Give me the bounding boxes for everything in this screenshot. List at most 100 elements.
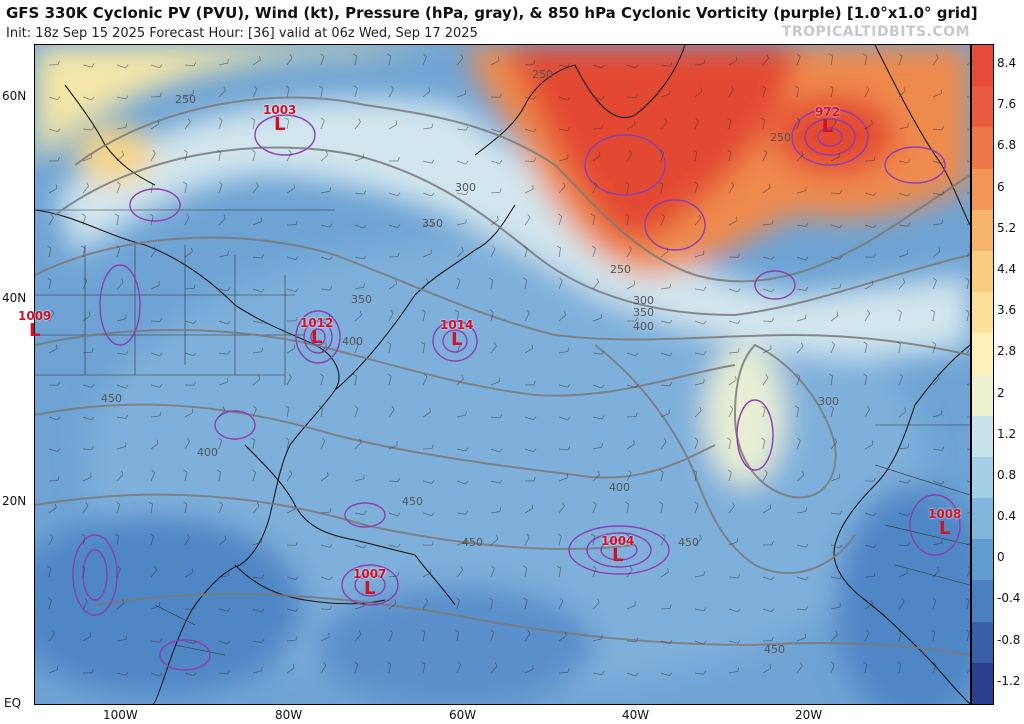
- wind-barb: [184, 640, 194, 645]
- wind-barb: [184, 64, 195, 67]
- wind-barb-flag: [969, 341, 970, 344]
- colorbar-label: 6: [997, 179, 1005, 194]
- wind-barb: [320, 376, 324, 386]
- wind-barb: [456, 569, 464, 578]
- low-pressure-value: 1008: [928, 507, 962, 521]
- wind-barb-flag: [499, 93, 502, 98]
- wind-barb: [524, 633, 531, 642]
- wind-barb-flag: [662, 533, 666, 538]
- wind-barb-flag: [829, 85, 834, 89]
- wind-barb: [592, 184, 598, 194]
- wind-barb: [82, 635, 91, 642]
- wind-barb-flag: [699, 534, 702, 539]
- wind-barb: [320, 576, 330, 581]
- colorbar-label: 4.4: [997, 261, 1017, 276]
- wind-barb-flag: [567, 668, 570, 673]
- wind-barb-flag: [149, 213, 154, 217]
- wind-barb-flag: [968, 245, 970, 248]
- wind-barb-flag: [358, 118, 361, 123]
- wind-barb: [592, 281, 600, 290]
- wind-barb-flag: [148, 501, 153, 505]
- wind-barb: [932, 250, 941, 258]
- wind-barb: [694, 382, 704, 386]
- wind-barb: [456, 250, 464, 258]
- wind-barb: [320, 636, 330, 642]
- wind-barb: [388, 544, 398, 548]
- wind-barb-flag: [86, 182, 89, 187]
- wind-barb-flag: [694, 501, 699, 505]
- wind-barb: [150, 216, 154, 226]
- wind-barb-flag: [285, 437, 290, 441]
- wind-barb: [966, 280, 970, 290]
- wind-barb-flag: [154, 566, 158, 571]
- wind-barb: [898, 544, 909, 547]
- wind-barb: [218, 504, 223, 514]
- wind-barb-flag: [628, 245, 632, 250]
- wind-barb-flag: [57, 448, 61, 452]
- wind-barb-flag: [494, 662, 498, 667]
- wind-barb-flag: [292, 663, 295, 668]
- wind-barb: [830, 224, 840, 229]
- wind-barb-flag: [431, 123, 434, 128]
- wind-barb: [728, 288, 738, 293]
- wind-barb-flag: [47, 565, 51, 569]
- wind-barb-flag: [329, 286, 333, 291]
- wind-barb-flag: [321, 117, 325, 121]
- wind-barb: [116, 352, 126, 355]
- wind-barb-flag: [805, 256, 809, 261]
- wind-barb-flag: [391, 406, 395, 410]
- wind-barbs: [47, 53, 970, 677]
- wind-barb-flag: [764, 469, 768, 474]
- wind-barb-flag: [363, 544, 367, 549]
- colorbar-segment: [972, 250, 993, 293]
- wind-barb: [898, 572, 908, 578]
- wind-barb: [524, 63, 534, 66]
- wind-barb-flag: [660, 149, 664, 153]
- wind-barb: [524, 668, 534, 674]
- wind-barb: [456, 448, 466, 452]
- wind-barb: [150, 184, 154, 194]
- wind-barb: [82, 315, 91, 322]
- wind-barb-flag: [389, 629, 393, 634]
- wind-barb-flag: [567, 62, 571, 67]
- wind-barb-flag: [183, 501, 188, 505]
- colorbar-label: 3.6: [997, 303, 1017, 318]
- wind-barb: [456, 664, 462, 674]
- wind-barb-flag: [252, 469, 256, 473]
- wind-barb-flag: [533, 476, 536, 481]
- contour-label: 450: [764, 643, 785, 656]
- wind-barb: [184, 288, 195, 290]
- wind-barb-flag: [51, 309, 55, 314]
- contour-label: 250: [610, 263, 631, 276]
- wind-barb-flag: [737, 288, 741, 293]
- wind-barb: [422, 90, 431, 98]
- wind-barb-flag: [760, 117, 765, 121]
- wind-barb: [660, 93, 670, 98]
- wind-barb: [898, 126, 908, 130]
- wind-barb-flag: [186, 533, 190, 538]
- wind-barb: [626, 672, 636, 677]
- wind-barb-flag: [431, 444, 434, 449]
- wind-barb: [490, 381, 500, 386]
- wind-barb: [116, 384, 126, 389]
- wind-barb: [354, 121, 361, 130]
- wind-barb: [48, 313, 55, 322]
- wind-barb: [660, 441, 667, 450]
- wind-barb-flag: [769, 664, 772, 669]
- wind-barb: [116, 282, 124, 290]
- wind-barb-flag: [903, 86, 906, 91]
- wind-barb-flag: [526, 533, 530, 538]
- wind-barb: [932, 632, 935, 642]
- wind-barb: [762, 377, 769, 386]
- wind-barb-flag: [871, 119, 873, 124]
- wind-barb: [966, 250, 970, 258]
- wind-barb: [252, 185, 259, 194]
- wind-barb: [354, 256, 364, 260]
- wind-barb-flag: [935, 54, 939, 59]
- wind-barb: [286, 508, 296, 514]
- wind-barb-flag: [193, 605, 196, 610]
- wind-barb-flag: [489, 309, 494, 313]
- wind-barb-flag: [329, 576, 333, 581]
- wind-barb: [218, 288, 228, 292]
- wind-barb-flag: [533, 95, 537, 100]
